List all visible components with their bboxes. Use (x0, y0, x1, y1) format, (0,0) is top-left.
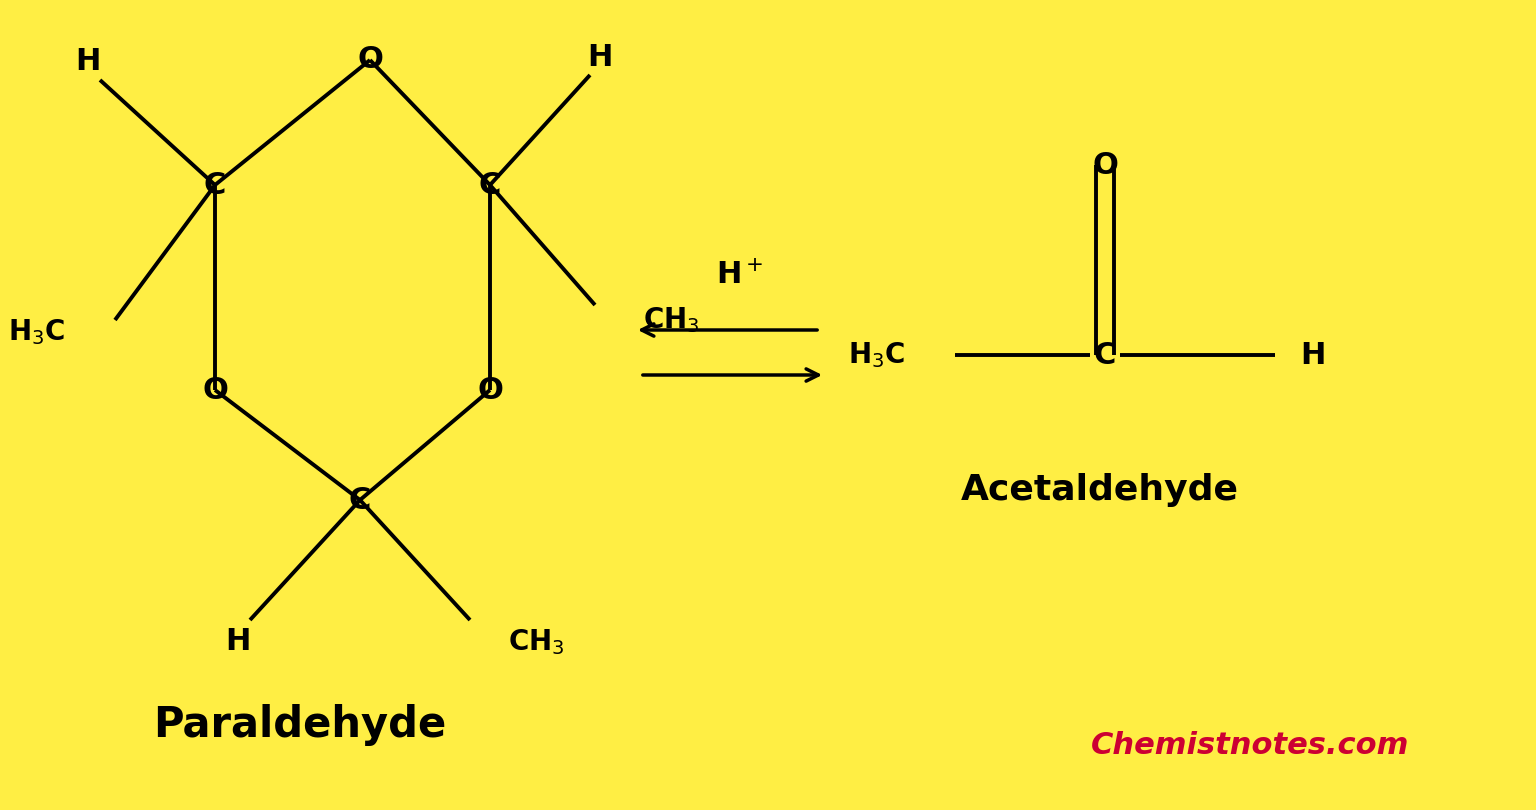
Text: O: O (478, 376, 502, 404)
Text: Acetaldehyde: Acetaldehyde (962, 473, 1240, 507)
Text: H: H (1299, 340, 1326, 369)
Text: CH$_3$: CH$_3$ (508, 627, 565, 657)
Text: C: C (349, 485, 372, 514)
Text: Paraldehyde: Paraldehyde (154, 704, 447, 746)
Text: C: C (204, 170, 226, 199)
Text: H$_3$C: H$_3$C (848, 340, 905, 370)
Text: CH$_3$: CH$_3$ (644, 305, 700, 335)
Text: H$^+$: H$^+$ (716, 260, 763, 290)
Text: H$_3$C: H$_3$C (8, 317, 65, 347)
Text: O: O (356, 45, 382, 75)
Text: C: C (1094, 340, 1117, 369)
Text: C: C (479, 170, 501, 199)
Text: H: H (587, 42, 613, 71)
Text: Chemistnotes.com: Chemistnotes.com (1091, 731, 1409, 760)
Text: H: H (226, 628, 250, 656)
Text: H: H (75, 48, 101, 76)
Text: O: O (1092, 151, 1118, 180)
Text: O: O (203, 376, 227, 404)
